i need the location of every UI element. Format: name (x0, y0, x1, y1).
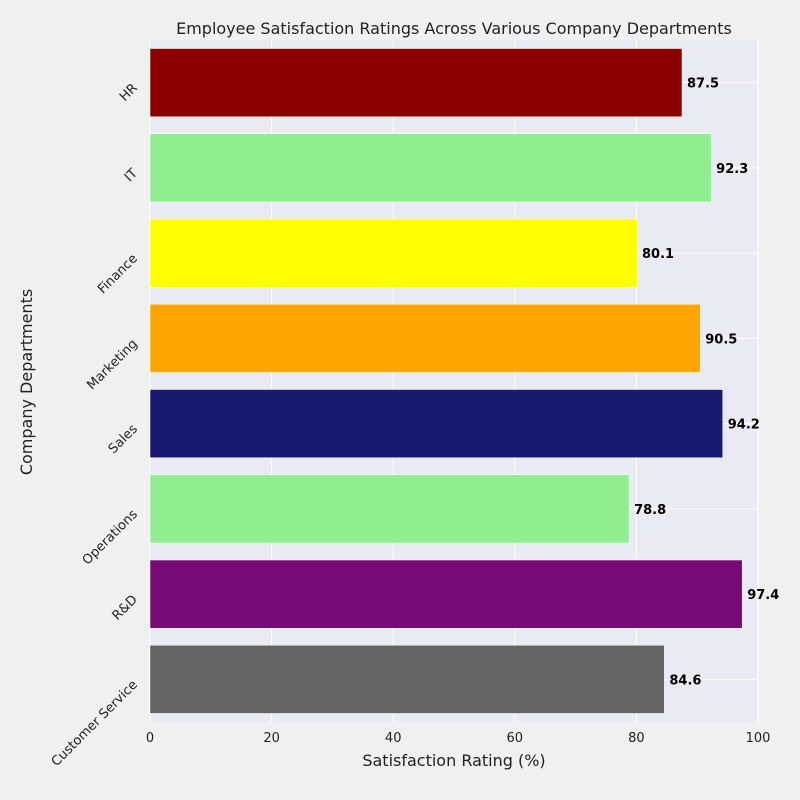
x-axis-label: Satisfaction Rating (%) (362, 751, 545, 770)
value-label: 78.8 (634, 503, 666, 518)
value-label: 90.5 (705, 332, 737, 347)
bar-finance (149, 218, 638, 288)
x-tick-label: 20 (263, 731, 280, 746)
x-tick-label: 80 (628, 731, 645, 746)
value-label: 87.5 (687, 77, 719, 92)
category-label: IT (122, 166, 141, 185)
chart-title: Employee Satisfaction Ratings Across Var… (176, 19, 732, 38)
x-tick-label: 0 (146, 731, 154, 746)
category-label: Operations (80, 507, 141, 568)
x-tick-labels: 0 20 40 60 80 100 (146, 731, 771, 746)
bar-operations (149, 474, 630, 544)
y-axis-label: Company Departments (17, 289, 36, 475)
value-label: 97.4 (747, 588, 779, 603)
category-label: Marketing (84, 337, 140, 393)
x-tick-label: 60 (507, 731, 524, 746)
bar-hr (149, 48, 683, 117)
value-label: 94.2 (728, 418, 760, 433)
bars (149, 48, 743, 714)
category-label: Sales (106, 422, 141, 457)
category-label: R&D (110, 592, 141, 623)
category-label: Finance (95, 251, 141, 297)
value-label: 84.6 (669, 673, 701, 688)
bar-it (149, 133, 712, 203)
value-label: 80.1 (642, 247, 674, 262)
x-tick-label: 40 (385, 731, 402, 746)
category-label: Customer Service (49, 678, 141, 770)
x-tick-label: 100 (746, 731, 771, 746)
value-label: 92.3 (716, 162, 748, 177)
category-labels: HR IT Finance Marketing Sales Operations R&D Cu… (49, 81, 141, 770)
bar-r-d (149, 559, 743, 629)
bar-customer-service (149, 645, 665, 714)
bar-sales (149, 389, 723, 458)
bar-marketing (149, 304, 701, 373)
category-label: HR (117, 81, 141, 105)
value-labels: 87.5 92.3 80.1 90.5 94.2 78.8 97.4 84.6 (634, 77, 779, 689)
